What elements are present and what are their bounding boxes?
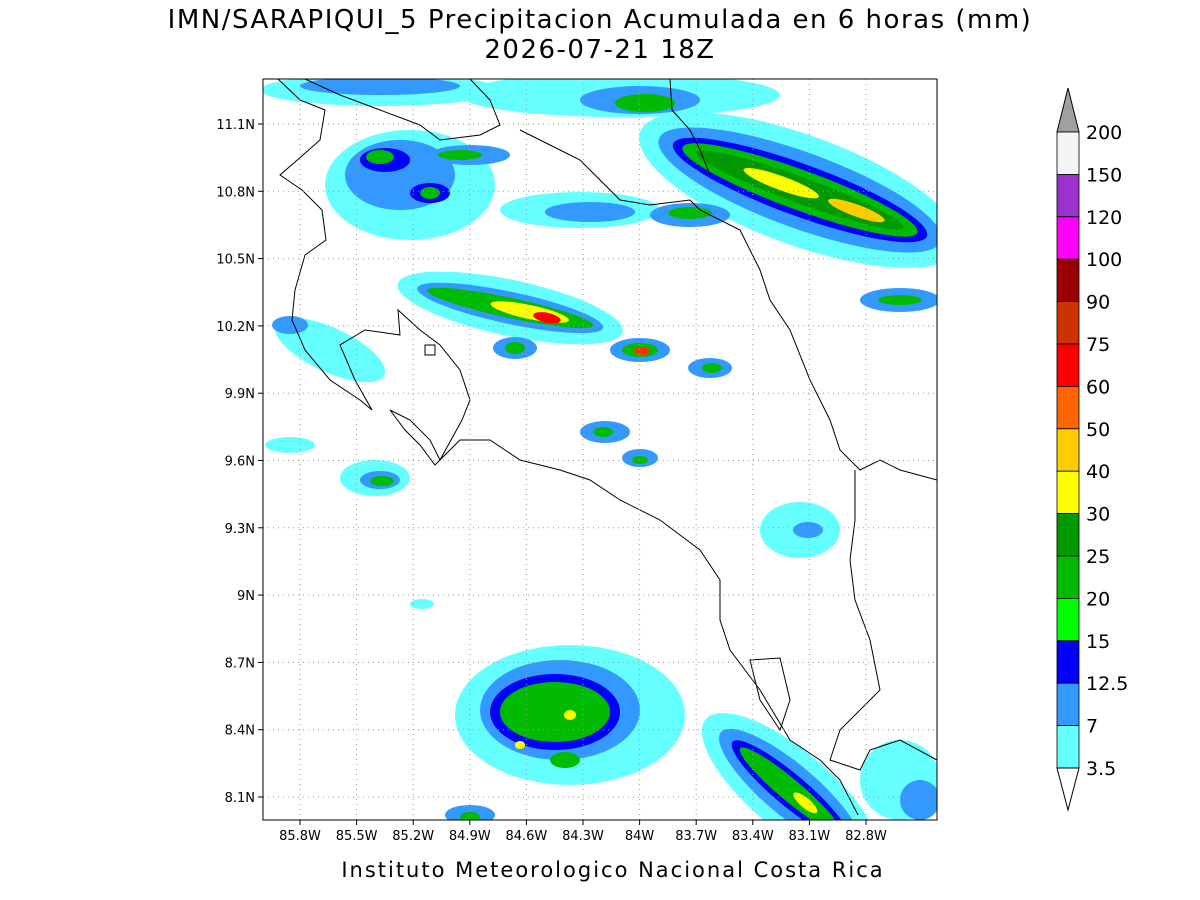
colorbar-label: 50: [1086, 419, 1110, 441]
lat-label: 9.9N: [225, 387, 255, 402]
colorbar-segment: [1056, 598, 1080, 642]
lon-label: 82.8W: [845, 829, 887, 844]
lat-label: 8.1N: [225, 791, 255, 806]
colorbar-over: [1056, 87, 1080, 133]
colorbar-label: 30: [1086, 504, 1110, 526]
precipitation-field: [263, 79, 937, 820]
lon-label: 83.4W: [732, 829, 774, 844]
colorbar-label: 15: [1086, 631, 1110, 653]
colorbar-segment: [1056, 216, 1080, 260]
lat-label: 10.2N: [216, 320, 255, 335]
lon-label: 83.1W: [788, 829, 830, 844]
lat-label: 9N: [237, 589, 255, 604]
subtitle: 2026-07-21 18Z: [484, 35, 715, 65]
colorbar-label: 90: [1086, 292, 1110, 314]
colorbar-under: [1056, 767, 1080, 812]
colorbar-segment: [1056, 258, 1080, 303]
colorbar-label: 20: [1086, 588, 1110, 610]
colorbar-label: 100: [1086, 249, 1122, 271]
map-frame: [262, 78, 938, 821]
colorbar-segment: [1056, 682, 1080, 727]
colorbar-segment: [1056, 343, 1080, 387]
colorbar-segment: [1056, 513, 1080, 557]
lat-label: 10.8N: [216, 185, 255, 200]
colorbar-segment: [1056, 385, 1080, 430]
colorbar-label: 25: [1086, 546, 1110, 568]
colorbar-segment: [1056, 555, 1080, 599]
colorbar-label: 40: [1086, 461, 1110, 483]
lat-label: 11.1N: [216, 118, 255, 133]
lat-label: 9.3N: [225, 522, 255, 537]
lon-label: 84.6W: [505, 829, 547, 844]
lon-label: 85.5W: [336, 829, 378, 844]
colorbar-segment: [1056, 301, 1080, 345]
lon-label: 84.9W: [449, 829, 491, 844]
colorbar-label: 12.5: [1086, 673, 1128, 695]
colorbar-segment: [1056, 725, 1080, 769]
colorbar-label: 150: [1086, 164, 1122, 186]
colorbar-segment: [1056, 428, 1080, 472]
title: IMN/SARAPIQUI_5 Precipitacion Acumulada …: [168, 5, 1033, 35]
coastlines: [277, 79, 937, 816]
colorbar-label: 60: [1086, 376, 1110, 398]
lat-label: 8.7N: [225, 656, 255, 671]
colorbar-segment: [1056, 640, 1080, 684]
lon-label: 84W: [625, 829, 655, 844]
colorbar-segment: [1056, 173, 1080, 218]
lon-label: 84.3W: [562, 829, 604, 844]
lon-label: 83.7W: [675, 829, 717, 844]
colorbar-segment: [1056, 131, 1080, 175]
colorbar-label: 200: [1086, 122, 1122, 144]
colorbar-label: 120: [1086, 207, 1122, 229]
lon-label: 85.8W: [279, 829, 321, 844]
colorbar-label: 7: [1086, 716, 1098, 738]
colorbar-label: 75: [1086, 334, 1110, 356]
lon-label: 85.2W: [392, 829, 434, 844]
lat-label: 9.6N: [225, 455, 255, 470]
colorbar-label: 3.5: [1086, 758, 1116, 780]
footer: Instituto Meteorologico Nacional Costa R…: [341, 858, 884, 882]
lat-label: 10.5N: [216, 253, 255, 268]
lat-label: 8.4N: [225, 724, 255, 739]
colorbar-segment: [1056, 470, 1080, 515]
